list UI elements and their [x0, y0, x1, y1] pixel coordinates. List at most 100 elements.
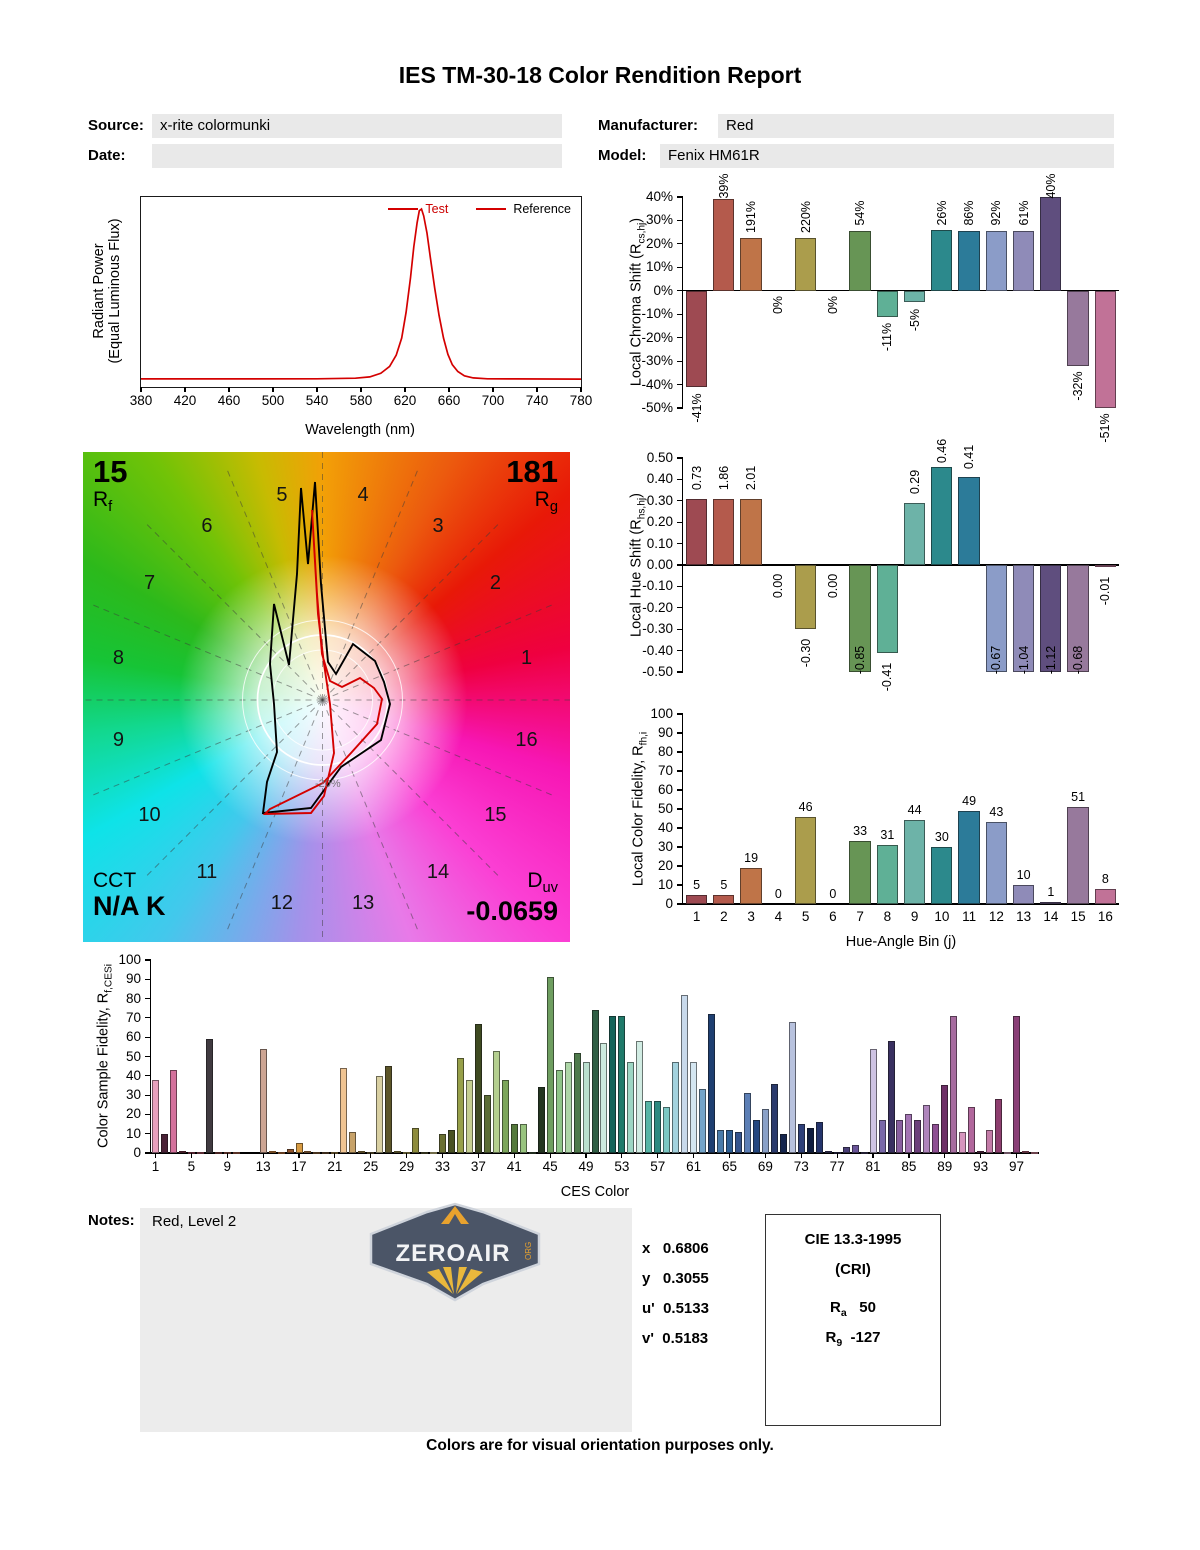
value-label: 1.86 — [716, 465, 731, 490]
x-tick-mark — [316, 387, 318, 392]
bar — [717, 1129, 725, 1153]
y-tick-mark — [677, 407, 683, 409]
x-tick-mark — [226, 1153, 228, 1158]
x-tick-mark — [621, 1153, 623, 1158]
x-tick-label: 81 — [865, 1159, 881, 1174]
bar — [876, 290, 898, 317]
x-tick-label: 500 — [261, 393, 285, 408]
model-field[interactable]: Fenix HM61R — [660, 144, 1114, 168]
x-tick-mark — [262, 1153, 264, 1158]
date-field[interactable] — [152, 144, 562, 168]
cvg-hue-boundary-line — [89, 603, 323, 701]
bar — [685, 290, 708, 387]
value-label: 5 — [720, 877, 728, 892]
x-tick-label: 53 — [614, 1159, 630, 1174]
value-label: 30 — [934, 830, 949, 844]
bar — [349, 1131, 357, 1153]
value-label: -1.12 — [1043, 645, 1058, 675]
duv-value: -0.0659 — [466, 895, 558, 926]
bar — [770, 1083, 778, 1153]
bar — [160, 1133, 168, 1153]
bar — [860, 1152, 868, 1155]
x-tick-label: 540 — [305, 393, 329, 408]
bar — [986, 1129, 994, 1153]
value-label: 54% — [853, 200, 868, 226]
y-tick-label: 0% — [653, 282, 673, 298]
x-tick-label: 11 — [962, 909, 977, 924]
cvg-bin-number: 2 — [489, 572, 501, 595]
x-tick-mark — [728, 1153, 731, 1158]
cvg-overlay — [83, 452, 570, 942]
y-tick-mark — [677, 478, 683, 480]
bar — [685, 499, 708, 565]
color-vector-graphic: 1 2 3 4 5 6 7 8 9 10 11 12 13 14 15 16 15 Rf 181 Rg CCT… — [83, 452, 570, 942]
bar — [564, 1062, 572, 1153]
bar — [654, 1100, 662, 1153]
y-tick-label: -30% — [641, 353, 673, 369]
value-label: 33 — [853, 824, 868, 839]
rf-value: 15 — [93, 454, 128, 489]
x-tick-label: 89 — [937, 1159, 953, 1174]
cvg-hue-boundary-line — [322, 699, 502, 879]
bar — [761, 1108, 769, 1153]
bar — [178, 1151, 186, 1154]
y-tick-label: -0.50 — [642, 664, 673, 679]
x-tick-mark — [585, 1153, 587, 1158]
chroma-shift-chart: Local Chroma Shift (Rcs,hj) 40% 30% 20% 10%… — [612, 174, 1135, 447]
y-tick-mark — [677, 564, 683, 566]
y-tick-mark — [145, 1152, 151, 1154]
bar — [268, 1151, 276, 1154]
cct-label: CCT — [93, 869, 137, 892]
zero-line — [683, 290, 1119, 292]
y-tick-mark — [677, 846, 683, 848]
y-tick-mark — [677, 671, 683, 673]
bar — [806, 1127, 814, 1153]
y-tick-mark — [677, 290, 683, 292]
y-tick-mark — [145, 1017, 151, 1019]
y-tick-mark — [677, 313, 683, 315]
y-axis-line — [682, 714, 684, 904]
fidelity-plot: 100 90 80 70 60 50 40 30 20 10 0 5 1 5 2 19 3 0 4 46 5 0 6 33 7 3… — [650, 706, 1119, 924]
x-tick-label: 49 — [578, 1159, 594, 1174]
x-tick-label: 460 — [217, 393, 241, 408]
bar — [421, 1152, 429, 1155]
bar — [876, 565, 898, 653]
x-tick-label: 77 — [829, 1159, 845, 1174]
bar — [412, 1127, 420, 1153]
value-label: -32% — [1071, 371, 1086, 401]
date-label: Date: — [88, 147, 126, 164]
y-tick-mark — [677, 713, 683, 715]
y-tick-label: 40 — [657, 820, 673, 835]
x-tick-label: 660 — [437, 393, 461, 408]
source-field[interactable]: x-rite colormunki — [152, 114, 562, 138]
bar — [1012, 565, 1035, 672]
bar — [797, 1124, 805, 1153]
bar — [510, 1124, 518, 1153]
y-tick-label: 10 — [125, 1125, 141, 1141]
gamut-ring-label: -20% — [315, 778, 341, 790]
manufacturer-field[interactable]: Red — [718, 114, 1114, 138]
bar — [501, 1079, 509, 1153]
cvg-hue-boundary-line — [322, 521, 502, 701]
y-tick-label: 10 — [657, 877, 673, 892]
bar — [286, 1149, 294, 1153]
bar — [304, 1151, 312, 1154]
x-tick-label: 69 — [757, 1159, 773, 1174]
bar — [1094, 565, 1116, 568]
bar — [465, 1079, 473, 1153]
x-tick-label: 4 — [774, 909, 783, 924]
cri-title: CIE 13.3-1995 — [804, 1231, 902, 1248]
report-footer: Colors are for visual orientation purpos… — [426, 1437, 774, 1454]
x-tick-label: 580 — [349, 393, 373, 408]
y-tick-label: 100 — [118, 952, 141, 967]
bar — [295, 1143, 303, 1153]
cri-ra-row: Ra 50 — [830, 1299, 876, 1319]
x-tick-mark — [657, 1153, 659, 1158]
y-tick-label: 40 — [125, 1067, 141, 1083]
x-tick-mark — [513, 1153, 515, 1158]
x-tick-label: 45 — [542, 1159, 558, 1174]
bar — [903, 820, 926, 904]
spd-xlabel: Wavelength (nm) — [305, 422, 415, 438]
x-tick-label: 65 — [722, 1159, 738, 1174]
y-tick-mark — [677, 827, 683, 829]
